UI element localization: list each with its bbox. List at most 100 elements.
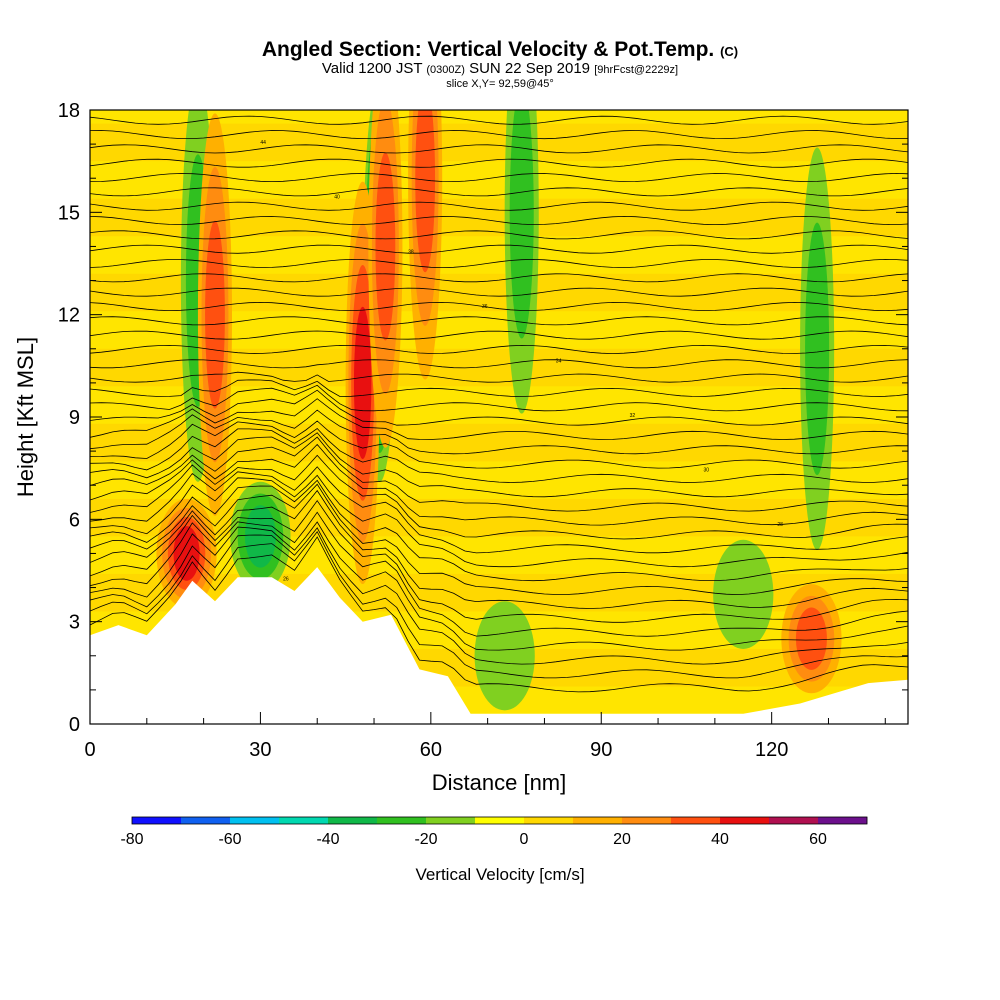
isentrope-line xyxy=(90,389,908,426)
colorbar-swatch xyxy=(622,817,672,824)
colorbar-swatch xyxy=(769,817,819,824)
colorbar-tick-label: -40 xyxy=(316,831,339,848)
isentrope-line xyxy=(90,301,908,312)
updraft-cell xyxy=(353,306,372,460)
terrain xyxy=(90,567,908,724)
isentrope-line xyxy=(90,330,908,340)
isentrope-line xyxy=(90,316,908,326)
plot-area: 44 40 38 36 34 32 30 28 26 xyxy=(90,110,908,724)
isentrope-line xyxy=(90,500,908,623)
downdraft-cell xyxy=(244,505,276,568)
x-axis-label: Distance [nm] xyxy=(432,770,567,795)
isentrope-label: 30 xyxy=(704,468,710,474)
isentrope-line xyxy=(90,244,908,254)
isentrope-line xyxy=(90,144,908,154)
slice-info: slice X,Y= 92,59@45° xyxy=(446,78,554,90)
colorbar-tick-label: 20 xyxy=(613,831,631,848)
isentrope-line xyxy=(90,379,908,397)
colorbar-tick-label: 60 xyxy=(809,831,827,848)
subtitle-forecast: [9hrFcst@2229z] xyxy=(594,64,679,76)
colorbar-swatch xyxy=(328,817,378,824)
isentrope-label: 44 xyxy=(260,140,266,146)
colorbar-tick-label: -20 xyxy=(414,831,437,848)
isentrope-line xyxy=(90,398,908,440)
isentrope-line xyxy=(90,436,908,512)
downdraft-cell xyxy=(805,222,830,475)
isentrope-line xyxy=(90,530,908,679)
y-tick-label: 15 xyxy=(58,202,80,224)
y-axis-label: Height [Kft MSL] xyxy=(13,337,38,497)
isentrope-label: 32 xyxy=(630,413,636,419)
isentrope-line xyxy=(90,344,908,355)
isentrope-label: 36 xyxy=(482,304,488,310)
colorbar-swatch xyxy=(475,817,525,824)
y-tick-label: 12 xyxy=(58,305,80,327)
y-tick-label: 6 xyxy=(69,509,80,531)
isentrope-line xyxy=(90,489,908,609)
colorbar-frame xyxy=(131,816,868,825)
y-tick-label: 3 xyxy=(69,612,80,634)
colorbar-swatch xyxy=(426,817,476,824)
isentrope-line xyxy=(90,371,908,383)
isentrope-line xyxy=(90,384,908,412)
isentrope-label: 28 xyxy=(777,522,783,528)
colorbar-swatch xyxy=(181,817,231,824)
x-tick-label: 0 xyxy=(84,739,95,761)
isentrope-line xyxy=(90,527,908,665)
isentrope-line xyxy=(90,287,908,297)
isentrope-line xyxy=(90,158,908,168)
updraft-cell xyxy=(415,110,436,273)
colorbar-swatch xyxy=(132,817,182,824)
isentrope-line xyxy=(90,258,908,269)
colorbar-swatch xyxy=(524,817,574,824)
colorbar-swatch xyxy=(671,817,721,824)
isentrope-line xyxy=(90,420,908,469)
isentrope-line xyxy=(90,359,908,369)
updraft-cell xyxy=(375,152,396,341)
isentrope-line xyxy=(90,474,908,568)
chart-title: Angled Section: Vertical Velocity & Pot.… xyxy=(261,38,739,61)
colorbar-title: Vertical Velocity [cm/s] xyxy=(415,865,584,884)
isentrope-line xyxy=(90,215,908,226)
x-tick-label: 90 xyxy=(590,739,612,761)
isentrope-label: 34 xyxy=(556,358,562,364)
isentrope-line xyxy=(90,483,908,596)
colorbar-tick-label: 40 xyxy=(711,831,729,848)
isentrope-line xyxy=(90,443,908,526)
title-units: (C) xyxy=(720,44,739,59)
isentrope-line xyxy=(90,536,908,693)
x-tick-label: 120 xyxy=(755,739,788,761)
colorbar-swatch xyxy=(573,817,623,824)
colorbar-swatch xyxy=(230,817,280,824)
updraft-cell xyxy=(205,220,225,409)
colorbar-tick-label: 0 xyxy=(520,831,529,848)
x-tick-label: 60 xyxy=(420,739,442,761)
isentrope-line xyxy=(118,110,857,111)
isentrope-label: 40 xyxy=(334,195,340,201)
chart-subtitle: Valid 1200 JST (0300Z) SUN 22 Sep 2019 [… xyxy=(321,60,679,77)
downdraft-cell xyxy=(474,601,535,711)
y-tick-label: 18 xyxy=(58,100,80,122)
isentrope-line xyxy=(90,521,908,651)
weak-motion-band xyxy=(90,536,908,574)
subtitle-utc: (0300Z) xyxy=(426,64,465,76)
isentrope-line xyxy=(90,427,908,483)
colorbar-tick-label: -60 xyxy=(218,831,241,848)
updraft-cell xyxy=(795,607,827,670)
isentrope-line xyxy=(90,130,908,140)
isentrope-line xyxy=(90,479,908,582)
colorbar: -80 -60 -40 -20 0 20 40 60 Vertical Velocity [cm… xyxy=(120,816,868,884)
isentrope-line xyxy=(90,172,908,183)
isentrope-line xyxy=(90,273,908,283)
isentrope-line xyxy=(90,187,908,197)
y-tick-label: 0 xyxy=(69,714,80,736)
isentrope-line xyxy=(90,115,908,125)
isentrope-line xyxy=(90,454,908,540)
colorbar-swatch xyxy=(377,817,427,824)
colorbar-swatch xyxy=(818,817,868,824)
isentrope-label: 26 xyxy=(283,577,289,583)
y-tick-label: 9 xyxy=(69,407,80,429)
